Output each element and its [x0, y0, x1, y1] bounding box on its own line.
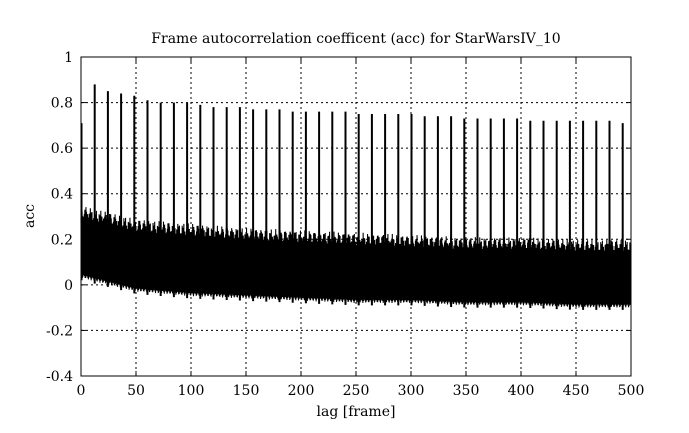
y-axis-label: acc — [22, 204, 38, 228]
x-tick-label: 450 — [563, 383, 590, 399]
x-tick-labels: 0 50 100 150 200 250 300 350 400 450 500 — [77, 383, 645, 399]
y-tick-label: 0.2 — [51, 232, 73, 248]
x-axis-label: lag [frame] — [317, 404, 396, 420]
y-tick-labels: -0.4 -0.2 0 0.2 0.4 0.6 0.8 1 — [46, 50, 73, 385]
grid — [81, 57, 631, 376]
y-tick-label: -0.2 — [46, 323, 73, 339]
x-tick-label: 250 — [343, 383, 370, 399]
x-tick-label: 500 — [618, 383, 645, 399]
y-tick-label: 0.4 — [51, 187, 73, 203]
x-tick-label: 200 — [288, 383, 315, 399]
ticks — [80, 56, 632, 377]
x-tick-label: 0 — [77, 383, 86, 399]
y-tick-label: 0.6 — [51, 141, 73, 157]
y-tick-label: 0 — [64, 278, 73, 294]
series-acc-band — [80, 206, 632, 308]
x-tick-label: 300 — [398, 383, 425, 399]
y-tick-label: 0.8 — [51, 96, 73, 112]
x-tick-label: 400 — [508, 383, 535, 399]
x-tick-label: 50 — [127, 383, 145, 399]
y-tick-label: 1 — [64, 50, 73, 66]
y-tick-label: -0.4 — [46, 369, 73, 385]
x-tick-label: 100 — [178, 383, 205, 399]
chart-title: Frame autocorrelation coefficent (acc) f… — [151, 31, 560, 47]
x-tick-label: 350 — [453, 383, 480, 399]
x-tick-label: 150 — [233, 383, 260, 399]
